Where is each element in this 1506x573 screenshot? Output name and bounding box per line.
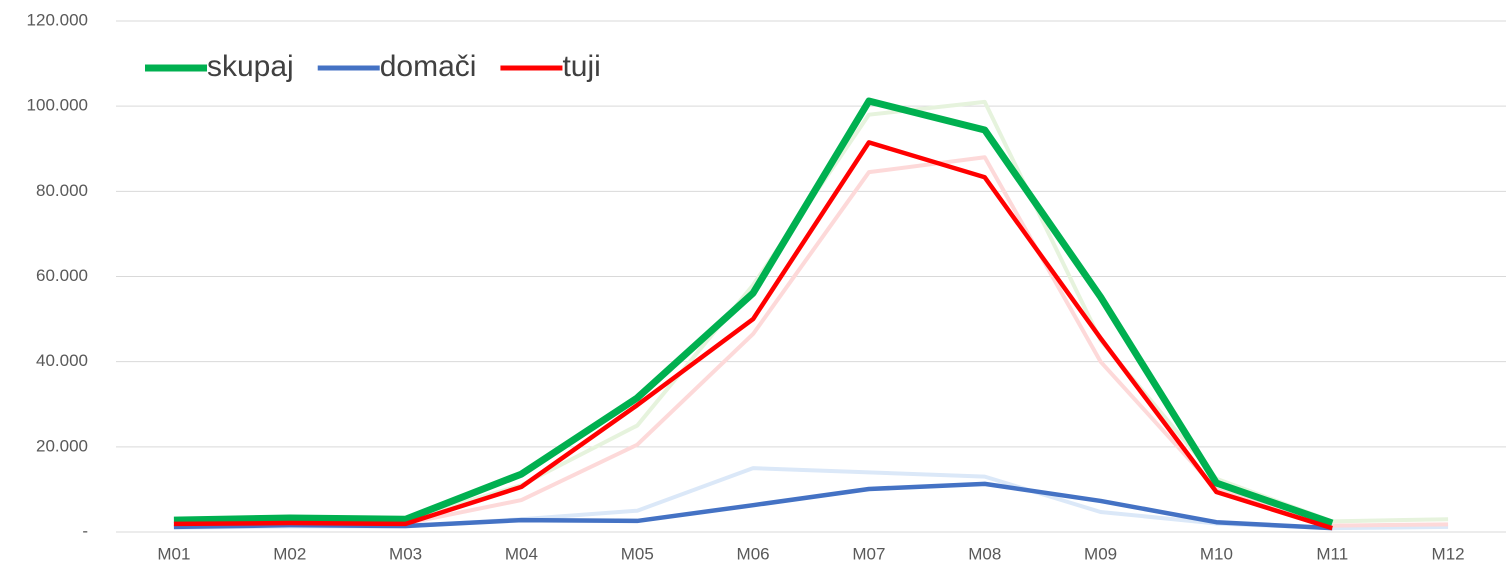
legend-label: domači (380, 50, 477, 83)
x-tick-label: M04 (505, 544, 538, 563)
x-tick-label: M09 (1084, 544, 1117, 563)
y-tick-label: 20.000 (36, 436, 88, 455)
x-tick-label: M03 (389, 544, 422, 563)
legend-label: skupaj (207, 50, 294, 83)
y-tick-label: - (82, 521, 88, 540)
series-line (173, 99, 1449, 524)
x-tick-label: M11 (1316, 544, 1348, 563)
y-tick-label: 60.000 (36, 266, 88, 285)
x-tick-label: M02 (273, 544, 306, 563)
series-line (173, 97, 1334, 527)
x-tick-label: M01 (157, 544, 190, 563)
y-tick-label: 100.000 (27, 96, 88, 115)
x-tick-label: M06 (737, 544, 770, 563)
x-tick-label: M05 (621, 544, 654, 563)
y-tick-label: 80.000 (36, 181, 88, 200)
y-tick-label: 40.000 (36, 351, 88, 370)
x-tick-label: M10 (1200, 544, 1233, 563)
x-tick-label: M12 (1432, 544, 1465, 563)
x-tick-label: M07 (852, 544, 885, 563)
legend-label: tuji (562, 50, 600, 83)
series-line (173, 140, 1333, 531)
x-tick-label: M08 (968, 544, 1001, 563)
y-tick-label: 120.000 (27, 10, 88, 29)
